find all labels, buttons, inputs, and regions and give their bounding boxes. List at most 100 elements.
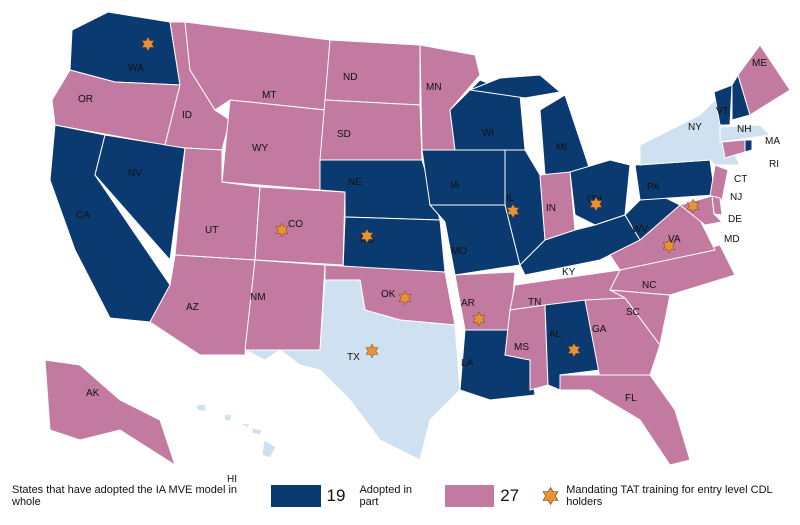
state-nv[interactable]: [94, 134, 186, 262]
state-shape[interactable]: [238, 422, 251, 429]
state-shape[interactable]: [251, 427, 263, 436]
state-ny[interactable]: [639, 83, 741, 166]
state-tx[interactable]: [244, 279, 461, 461]
state-label: CO: [288, 219, 303, 230]
state-shape[interactable]: [584, 297, 661, 379]
state-shape[interactable]: [721, 139, 746, 159]
state-shape[interactable]: [244, 259, 326, 351]
legend-star-label: Mandating TAT training for entry level C…: [566, 484, 773, 508]
state-ks[interactable]: [342, 216, 446, 273]
state-fl[interactable]: [559, 374, 691, 466]
state-label: VT: [716, 106, 729, 117]
state-label: AK: [86, 388, 100, 399]
state-shape[interactable]: [44, 359, 176, 467]
state-label: NC: [642, 280, 656, 291]
state-shape[interactable]: [449, 79, 526, 151]
state-shape[interactable]: [428, 204, 521, 276]
state-vt[interactable]: [713, 84, 733, 126]
state-label: IL: [506, 193, 515, 204]
state-az[interactable]: [149, 254, 256, 356]
state-label: SC: [626, 307, 640, 318]
state-mt[interactable]: [184, 21, 331, 111]
state-ma[interactable]: [719, 124, 772, 143]
state-shape[interactable]: [709, 164, 729, 201]
state-label: MT: [262, 90, 276, 101]
state-label: MS: [514, 342, 529, 353]
state-wi[interactable]: [449, 79, 526, 151]
state-label: LA: [461, 358, 474, 369]
legend-part-swatch: [444, 485, 495, 507]
state-shape[interactable]: [149, 254, 256, 356]
star-icon: [589, 196, 603, 212]
state-label: HI: [227, 474, 237, 485]
state-label: AZ: [186, 302, 199, 313]
state-label: IA: [450, 180, 460, 191]
state-label: MA: [765, 136, 780, 147]
state-label: CA: [76, 210, 90, 221]
state-shape[interactable]: [468, 74, 562, 99]
state-label: UT: [205, 225, 218, 236]
state-shape[interactable]: [223, 413, 233, 422]
state-shape[interactable]: [324, 39, 421, 106]
state-ct[interactable]: [721, 139, 746, 159]
state-label: VA: [668, 234, 681, 245]
state-ri[interactable]: [744, 139, 753, 153]
star-icon: [686, 198, 700, 214]
state-shape[interactable]: [559, 374, 691, 466]
state-sd[interactable]: [319, 99, 423, 161]
star-icon: [398, 290, 412, 306]
state-hi[interactable]: [195, 403, 277, 459]
state-shape[interactable]: [719, 124, 772, 143]
state-shape[interactable]: [94, 134, 186, 262]
state-shape[interactable]: [737, 44, 791, 116]
state-nj[interactable]: [709, 164, 729, 201]
state-label: ME: [752, 58, 767, 69]
star-icon: [506, 203, 520, 219]
state-shape[interactable]: [713, 84, 733, 126]
state-mo[interactable]: [428, 204, 521, 276]
state-nd[interactable]: [324, 39, 421, 106]
state-label: WI: [482, 128, 494, 139]
state-shape[interactable]: [421, 149, 506, 206]
state-shape[interactable]: [624, 194, 681, 241]
state-label: KY: [562, 267, 576, 278]
state-ak[interactable]: [44, 359, 176, 467]
legend-whole-label: States that have adopted the IA MVE mode…: [12, 484, 238, 508]
state-me[interactable]: [737, 44, 791, 116]
state-shape[interactable]: [261, 439, 277, 459]
state-label: DE: [728, 214, 742, 225]
state-shape[interactable]: [634, 159, 716, 201]
state-shape[interactable]: [539, 94, 591, 176]
star-icon: [542, 486, 559, 506]
legend-part-label: Adopted in part: [359, 484, 413, 508]
legend-part-count: 27: [500, 486, 520, 505]
state-nm[interactable]: [244, 259, 326, 351]
state-ia[interactable]: [421, 149, 506, 206]
state-label: WA: [128, 63, 144, 74]
state-label: NV: [128, 168, 142, 179]
state-oh[interactable]: [569, 159, 631, 226]
state-label: NJ: [730, 192, 742, 203]
star-icon: [567, 342, 581, 358]
state-shape[interactable]: [744, 139, 753, 153]
state-label: OR: [78, 94, 93, 105]
state-wv[interactable]: [624, 194, 681, 241]
state-label: TX: [347, 352, 360, 363]
state-pa[interactable]: [634, 159, 716, 201]
state-shape[interactable]: [244, 279, 461, 461]
star-icon: [662, 238, 676, 254]
state-shape[interactable]: [319, 99, 423, 161]
state-shape[interactable]: [221, 99, 326, 191]
state-shape[interactable]: [639, 83, 741, 166]
state-label: OK: [381, 289, 396, 300]
state-shape[interactable]: [569, 159, 631, 226]
state-wy[interactable]: [221, 99, 326, 191]
state-shape[interactable]: [342, 216, 446, 273]
state-shape[interactable]: [184, 21, 331, 111]
state-ga[interactable]: [584, 297, 661, 379]
star-icon: [472, 311, 486, 327]
state-shape[interactable]: [195, 403, 207, 412]
state-label: IN: [546, 203, 556, 214]
